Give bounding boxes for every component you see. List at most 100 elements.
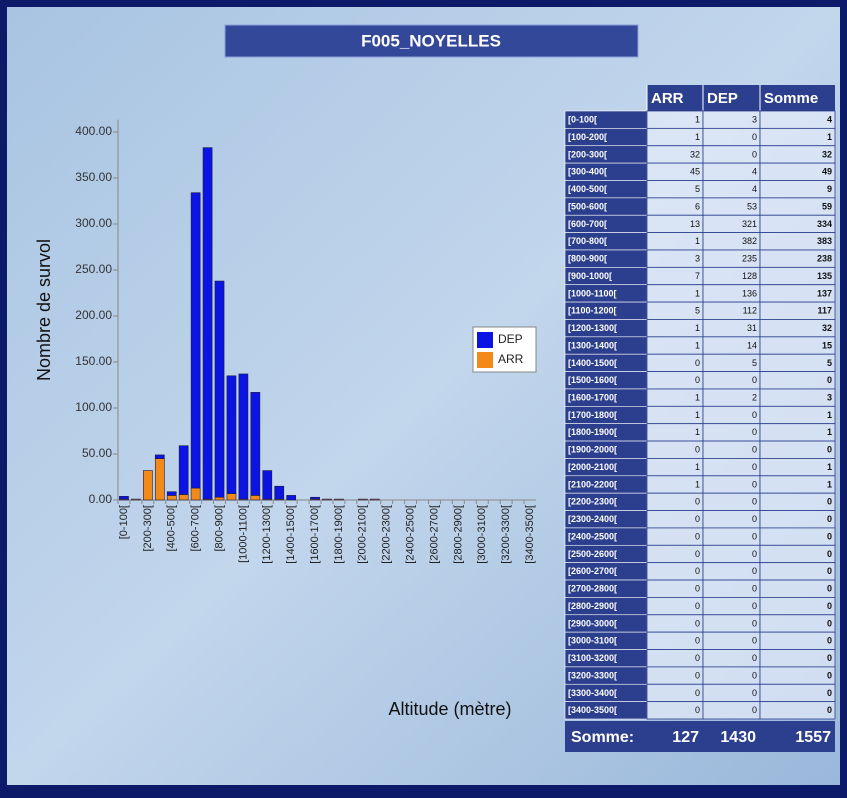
row-label: [200-300[ [568,149,607,159]
table-cell [759,127,836,147]
row-label: [700-800[ [568,236,607,246]
sum-cell-text: 0 [827,514,832,524]
row-label: [2400-2500[ [568,531,617,541]
row-label: [2900-3000[ [568,618,617,628]
row-label: [2500-2600[ [568,549,617,559]
bar-segment [119,496,129,500]
table-footer-bg [565,721,835,752]
bar-segment [369,498,380,501]
bar-segment [238,373,249,500]
table-cell-text: 136 [742,288,757,298]
table-cell-text: 0 [752,479,757,489]
table-cell-text: 382 [742,236,757,246]
table-cell-text: 0 [752,132,757,142]
x-tick-label: [2200-2300[ [381,505,393,564]
bar-segment [178,445,189,495]
table-cell-text: 0 [752,618,757,628]
table-cell [759,544,836,564]
table-cell [759,631,836,650]
y-tick-label: 150.00 [75,354,112,368]
bar-segment [166,495,177,501]
table-cell [759,527,836,546]
table-cell-text: 32 [690,149,700,159]
sum-cell-text: 1 [827,479,832,489]
row-label: [2600-2700[ [568,566,617,576]
row-label: [2000-2100[ [568,462,617,472]
table-cell-text: 1 [695,323,700,333]
bar-segment [334,498,344,501]
sum-cell-text: 238 [817,254,832,264]
table-cell [759,110,836,129]
table-cell-text: 5 [752,358,757,368]
table-cell-text: 0 [752,584,757,594]
bar-segment [226,493,237,501]
table-cell-text: 45 [690,167,700,177]
sum-cell-text: 334 [817,219,832,229]
row-label: [1600-1700[ [568,393,617,403]
bar-segment [310,496,320,500]
table-cell [759,353,836,372]
x-tick-label: [1800-1900[ [333,505,345,564]
footer-total: 1430 [720,729,756,746]
sum-cell-text: 0 [827,705,832,715]
table-cell [759,371,836,390]
bar-segment [166,491,177,496]
table-cell-text: 1 [695,393,700,403]
y-axis-title: Nombre de survol [34,239,54,381]
table-cell-text: 1 [695,132,700,142]
sum-cell-text: 59 [822,201,832,211]
x-axis-title: Altitude (mètre) [388,699,511,719]
sum-cell-text: 1 [827,427,832,437]
sum-cell-text: 0 [827,531,832,541]
y-tick-label: 200.00 [75,308,112,322]
x-tick-label: [3200-3300[ [500,505,512,564]
table-header: Somme [764,90,818,107]
table-cell-text: 321 [742,219,757,229]
row-label: [1500-1600[ [568,375,617,385]
sum-cell-text: 49 [822,167,832,177]
table-cell [759,388,836,407]
bar-segment [154,454,165,459]
sum-cell-text: 32 [822,149,832,159]
sum-cell-text: 0 [827,566,832,576]
table-cell [759,510,836,529]
table-cell-text: 0 [695,636,700,646]
table-cell-text: 0 [695,497,700,507]
bar-segment [178,494,189,501]
table-cell-text: 14 [747,340,757,350]
table-cell-text: 0 [752,497,757,507]
title-box [224,24,639,58]
sum-cell-text: 1 [827,462,832,472]
x-tick-label: [2000-2100[ [357,505,369,564]
x-tick-label: [0-100[ [118,505,130,539]
bar-segment [190,487,201,501]
row-label: [300-400[ [568,167,607,177]
bar-segment [262,470,273,500]
table-cell-text: 6 [695,201,700,211]
bar-segment [143,470,153,501]
table-cell-text: 0 [752,601,757,611]
row-label: [600-700[ [568,219,607,229]
sum-cell-text: 0 [827,688,832,698]
sum-cell-text: 32 [822,323,832,333]
sum-cell-text: 0 [827,670,832,680]
table-cell-text: 13 [690,219,700,229]
sum-cell-text: 0 [827,584,832,594]
table-cell-text: 1 [695,427,700,437]
table-cell [759,666,836,685]
row-label: [1900-2000[ [568,445,617,455]
sum-cell-text: 0 [827,445,832,455]
sum-cell-text: 15 [822,340,832,350]
table-cell-text: 0 [695,445,700,455]
table-cell-text: 0 [752,653,757,663]
x-tick-label: [200-300[ [142,505,154,551]
legend-swatch [477,332,493,348]
table-cell [759,562,836,581]
table-cell-text: 0 [695,358,700,368]
table-cell [759,597,836,616]
bar-segment [202,147,213,500]
legend-swatch [477,352,493,368]
sum-cell-text: 0 [827,549,832,559]
table-cell-text: 5 [695,306,700,316]
sum-cell-text: 0 [827,618,832,628]
